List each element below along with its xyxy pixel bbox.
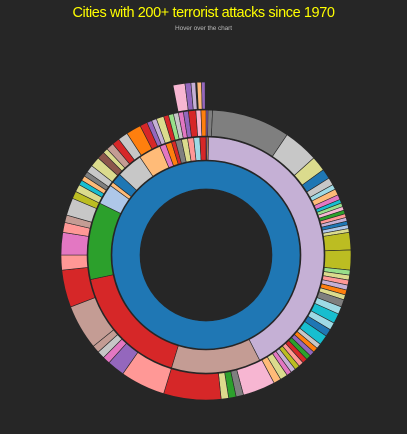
sunburst-segment-level1-0[interactable]	[111, 160, 301, 350]
sunburst-segment-level3-20[interactable]	[324, 249, 352, 271]
sunburst-rings[interactable]	[60, 81, 352, 401]
sunburst-segment-level2-2[interactable]	[207, 136, 325, 361]
sunburst-segment-level4-2[interactable]	[190, 82, 198, 110]
sunburst-segment-level3-48[interactable]	[163, 368, 222, 401]
sunburst-segment-level3-56[interactable]	[60, 254, 88, 271]
sunburst-segment-level2-18[interactable]	[199, 136, 207, 161]
chart-title: Cities with 200+ terrorist attacks since…	[72, 5, 335, 21]
sunburst-segment-level4-4[interactable]	[201, 81, 206, 110]
sunburst-segment-level3-85[interactable]	[200, 109, 207, 137]
chart-subtitle: Hover over the chart	[175, 25, 232, 32]
